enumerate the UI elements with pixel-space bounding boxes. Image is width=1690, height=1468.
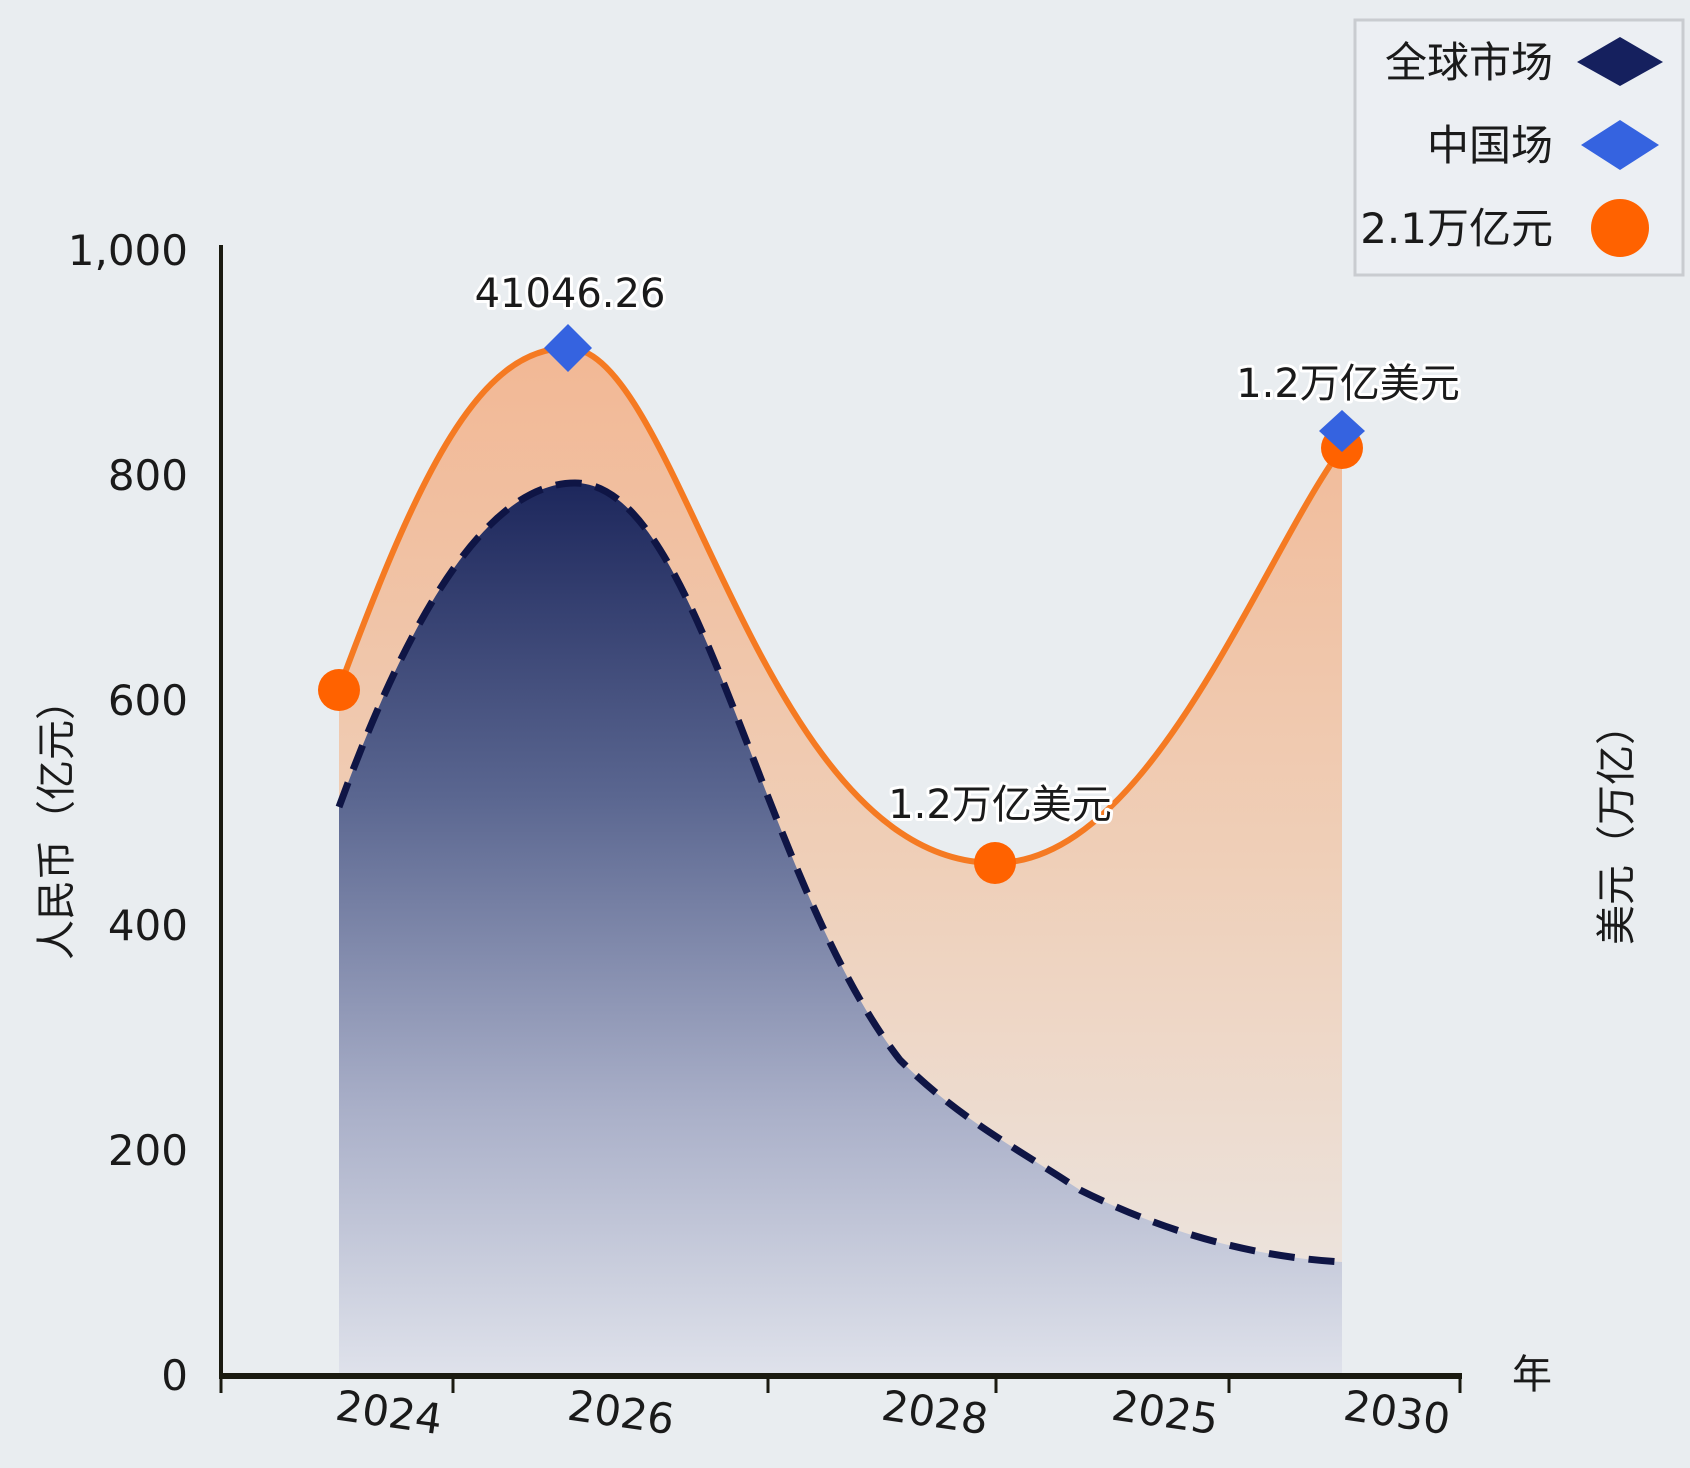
y-axis-title-left: 人民币（亿元） — [34, 680, 80, 960]
navy-area-fill — [339, 483, 1342, 1375]
legend-label-global: 全球市场 — [1385, 38, 1553, 87]
legend-navy-diamond-icon — [1577, 37, 1663, 86]
y-tick-labels: 1,000 800 600 400 200 0 — [68, 226, 188, 1400]
orange-marker-trough — [974, 842, 1016, 884]
legend-blue-diamond-icon — [1581, 120, 1659, 170]
legend-label-china: 中国场 — [1427, 121, 1553, 170]
y-tick-600: 600 — [108, 676, 188, 725]
x-tick-2026: 2026 — [565, 1381, 678, 1444]
china-diamond-peak — [544, 324, 592, 372]
china-diamond-end — [1319, 410, 1365, 452]
x-tick-2028: 2028 — [879, 1381, 992, 1444]
x-tick-2025: 2025 — [1109, 1381, 1222, 1444]
x-axis-title: 年 — [1512, 1352, 1552, 1398]
orange-marker-start — [318, 669, 360, 711]
legend-orange-circle-icon — [1591, 199, 1649, 257]
x-tick-labels: 2024 2026 2028 2025 2030 — [333, 1381, 1454, 1444]
y-tick-400: 400 — [108, 901, 188, 950]
annotation-end: 1.2万亿美元 — [1236, 361, 1460, 407]
annotation-trough: 1.2万亿美元 — [888, 782, 1112, 828]
y-tick-800: 800 — [108, 451, 188, 500]
legend: 全球市场 中国场 2.1万亿元 — [1353, 18, 1685, 277]
y-axis-title-right: 美元（万亿） — [1594, 705, 1640, 945]
annotation-peak: 41046.26 — [475, 271, 666, 317]
x-tick-2024: 2024 — [333, 1381, 446, 1444]
y-tick-0: 0 — [161, 1351, 188, 1400]
legend-label-orange: 2.1万亿元 — [1360, 204, 1553, 253]
global-market-dashed-line — [335, 479, 1343, 1266]
x-axis-ticks — [219, 1376, 1462, 1393]
orange-line — [336, 344, 1345, 867]
y-tick-200: 200 — [108, 1126, 188, 1175]
x-tick-2030: 2030 — [1341, 1381, 1454, 1444]
y-tick-1000: 1,000 — [68, 226, 188, 275]
